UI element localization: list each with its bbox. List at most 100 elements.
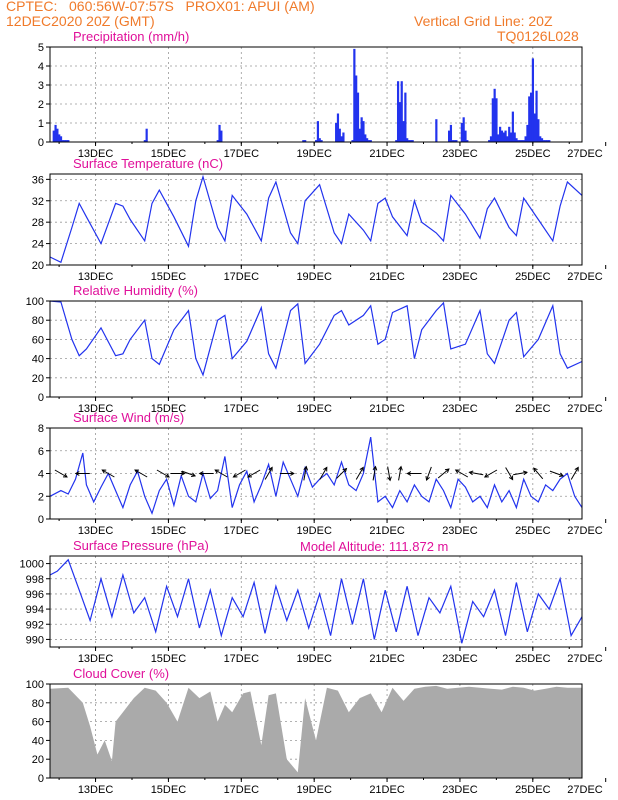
wind-arrow — [134, 469, 148, 478]
precip-bar — [526, 124, 529, 142]
wind-ytick-label: 2 — [38, 491, 44, 503]
precip-bar — [500, 130, 504, 142]
wind-arrow-head — [522, 470, 528, 476]
precip-bar — [340, 136, 343, 142]
wind-arrow-head — [359, 466, 364, 472]
precip-bar — [489, 136, 493, 142]
temp-xtick-label: 19DEC — [296, 271, 332, 283]
wind-arrow — [549, 470, 564, 477]
cloud-xtick-label: 15DEC — [151, 784, 187, 796]
rh-xtick-label: 15DEC — [151, 403, 187, 415]
precip-bar — [362, 121, 365, 142]
precip-bar — [369, 140, 372, 142]
precip-bar — [495, 98, 498, 142]
temp-ytick-label: 28 — [32, 217, 44, 229]
precip-bar — [537, 119, 540, 142]
wind-arrow — [101, 469, 115, 478]
precip-bar — [488, 140, 491, 142]
precip-title: Precipitation (mm/h) — [73, 29, 189, 44]
vertical-grid-note: Vertical Grid Line: 20Z — [414, 13, 553, 29]
run-datetime: 12DEC2020 20Z (GMT) — [6, 13, 155, 29]
wind-arrow-head — [290, 471, 295, 476]
precip-bar — [406, 138, 409, 142]
precip-xtick-label: 17DEC — [224, 148, 260, 160]
wind-arrow-head — [574, 466, 579, 472]
precip-bar — [145, 128, 148, 142]
precip-bar — [360, 117, 363, 142]
rh-ytick-label: 60 — [32, 334, 44, 346]
precip-bar — [522, 140, 525, 142]
precip-bar — [407, 140, 411, 142]
precip-bar — [506, 136, 509, 142]
pres-ytick-label: 992 — [26, 619, 44, 631]
precip-bar — [318, 138, 321, 142]
rh-title: Relative Humidity (%) — [73, 283, 198, 298]
wind-line — [49, 436, 583, 516]
rh-ytick-label: 100 — [26, 296, 44, 308]
precip-bar — [509, 132, 513, 142]
cloud-xtick-label: 13DEC — [78, 784, 114, 796]
precip-xtick-label: 19DEC — [296, 148, 332, 160]
wind-arrow — [513, 471, 528, 476]
precip-bar — [548, 140, 551, 142]
wind-arrow — [398, 466, 402, 481]
wind-arrow — [372, 466, 377, 481]
rh-ytick-label: 20 — [32, 373, 44, 385]
precip-bar — [513, 132, 516, 142]
rh-line — [49, 300, 583, 377]
pres-xtick-label: 13DEC — [78, 653, 114, 665]
precip-bar — [491, 98, 494, 142]
precip-bar — [499, 126, 502, 142]
cloud-xtick-label: 19DEC — [296, 784, 332, 796]
precip-bar — [464, 130, 467, 142]
precip-xtick-label: 27DEC — [567, 148, 603, 160]
precip-bar — [216, 140, 219, 142]
precip-bar — [364, 134, 367, 142]
wind-arrow — [533, 467, 544, 480]
pres-ytick-label: 994 — [26, 604, 44, 616]
precip-bar — [466, 140, 469, 142]
precip-bar — [353, 48, 356, 142]
pres-line — [49, 558, 583, 644]
rh-xtick-label: 21DEC — [369, 403, 405, 415]
precip-bar — [59, 136, 63, 142]
rh-xtick-label: 27DEC — [567, 403, 603, 415]
wind-xtick-label: 15DEC — [151, 525, 187, 537]
pres-xtick-label: 25DEC — [515, 653, 551, 665]
precip-bar — [367, 140, 371, 142]
wind-arrow-head — [247, 473, 253, 478]
temp-ytick-label: 36 — [32, 174, 44, 186]
precip-bar — [61, 140, 64, 142]
wind-ytick-label: 6 — [38, 446, 44, 458]
wind-arrow-head — [372, 465, 378, 471]
precip-bar — [502, 132, 505, 142]
cloud-xtick-label: 25DEC — [515, 784, 551, 796]
pres-xtick-label: 23DEC — [442, 653, 478, 665]
precip-bar — [220, 130, 223, 142]
wind-arrow-head — [454, 469, 460, 474]
precip-bar — [449, 124, 453, 142]
wind-arrow-head — [165, 473, 170, 478]
wind-arrow — [336, 468, 347, 479]
precip-bar — [540, 138, 544, 142]
wind-arrow — [181, 470, 196, 477]
precip-xtick-label: 23DEC — [442, 148, 478, 160]
temp-xtick-label: 23DEC — [442, 271, 478, 283]
wind-arrow — [54, 469, 68, 478]
wind-arrow-head — [444, 468, 450, 473]
precip-bar — [400, 81, 403, 142]
temp-xtick-label: 15DEC — [151, 271, 187, 283]
wind-title: Surface Wind (m/s) — [73, 410, 184, 425]
precip-bar — [462, 117, 465, 142]
precip-bar — [529, 92, 533, 142]
wind-arrow-head — [483, 473, 489, 478]
precip-bar — [402, 121, 405, 142]
precip-bar — [358, 128, 361, 142]
wind-arrow-head — [342, 467, 348, 473]
pres-ytick-label: 1000 — [20, 559, 44, 571]
wind-xtick-label: 19DEC — [296, 525, 332, 537]
temp-ytick-label: 32 — [32, 196, 44, 208]
wind-xtick-label: 23DEC — [442, 525, 478, 537]
wind-arrow-head — [232, 473, 238, 478]
temp-xtick-label: 13DEC — [78, 271, 114, 283]
